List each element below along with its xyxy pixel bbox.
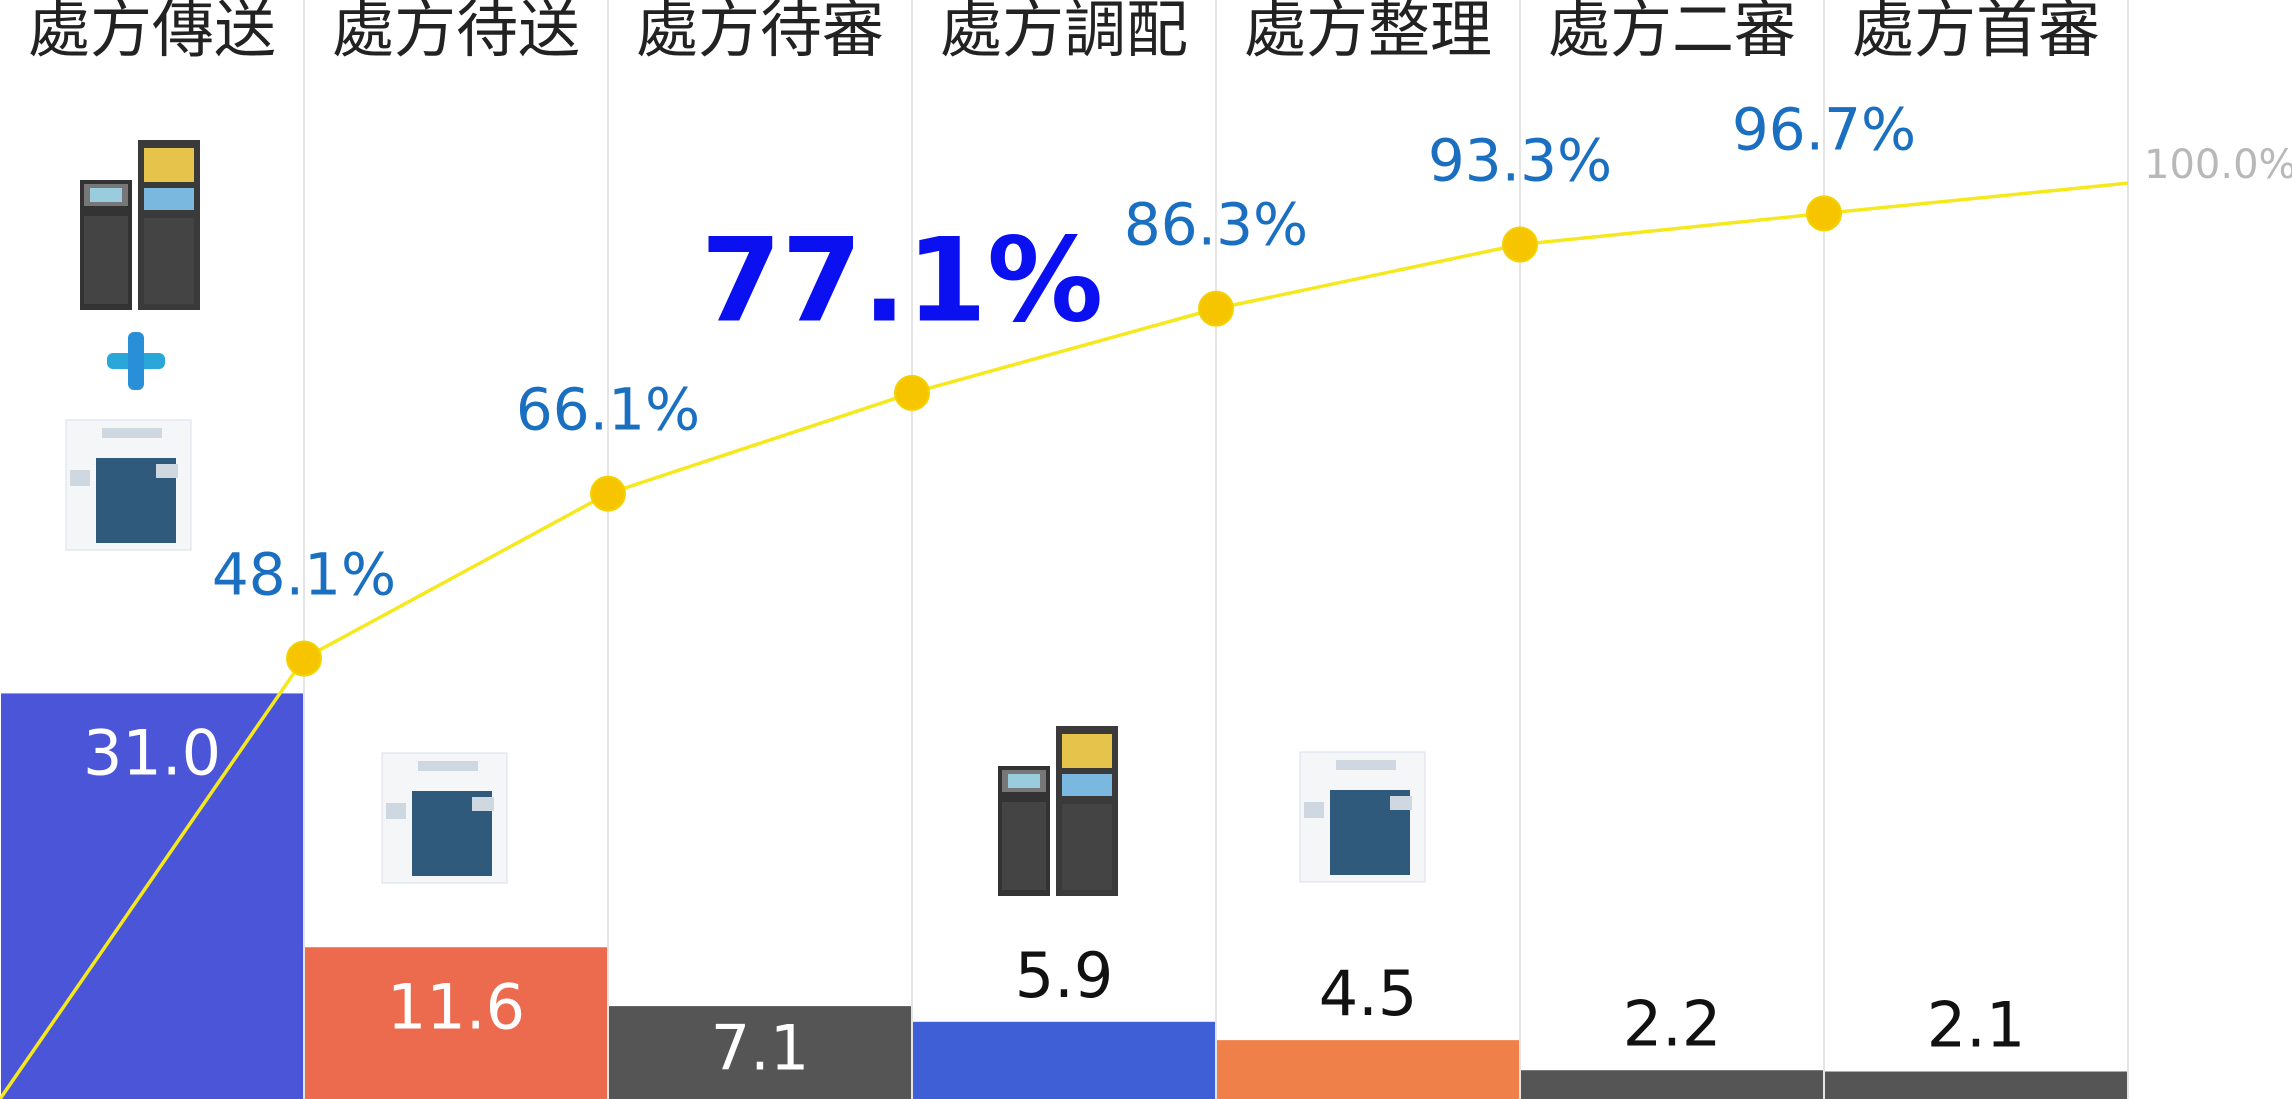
cumulative-marker	[895, 376, 929, 410]
bar-value-label: 11.6	[387, 970, 525, 1043]
cumulative-label-highlight: 77.1%	[701, 214, 1103, 349]
smart-cabinet-icon	[382, 753, 507, 883]
cumulative-label: 86.3%	[1124, 191, 1308, 259]
bar-value-label: 5.9	[1015, 939, 1114, 1012]
chart: 處方傳送 31.0 處方待送 11.6 處方待審 7.1 處方調配 5.9 處方整理 4.5 處方二…	[0, 0, 2292, 1099]
category-label: 處方傳送	[28, 0, 276, 66]
cumulative-marker	[1503, 228, 1537, 262]
cumulative-label: 48.1%	[212, 541, 396, 609]
cumulative-label: 66.1%	[516, 376, 700, 444]
bar-value-label: 2.2	[1623, 987, 1722, 1060]
page: {"chart_data": { "type": "pareto", "cate…	[0, 0, 2292, 1099]
bar-value-label: 4.5	[1319, 957, 1418, 1030]
column-dividers	[304, 0, 2128, 1099]
cumulative-label: 93.3%	[1428, 127, 1612, 195]
bar	[913, 1022, 1215, 1099]
cumulative-marker	[1199, 292, 1233, 326]
cumulative-label: 96.7%	[1732, 95, 1916, 163]
category-label: 處方待送	[332, 0, 580, 66]
bar-value-label: 31.0	[83, 717, 221, 790]
category-label: 處方待審	[636, 0, 884, 66]
category-label: 處方調配	[940, 0, 1188, 66]
smart-cabinet-icon	[1300, 752, 1425, 882]
plus-icon	[107, 332, 165, 390]
cumulative-marker	[591, 477, 625, 511]
bar	[1521, 1070, 1823, 1099]
bar	[1217, 1040, 1519, 1099]
cumulative-label: 100.0%	[2144, 142, 2292, 188]
bar-value-label: 7.1	[711, 1012, 810, 1085]
bar	[1825, 1072, 2127, 1099]
category-label: 處方二審	[1548, 0, 1796, 66]
cumulative-marker	[287, 641, 321, 675]
dispensing-machine-icon	[998, 726, 1118, 896]
cumulative-marker	[1807, 196, 1841, 230]
dispensing-machine-icon	[80, 140, 200, 310]
smart-cabinet-icon	[66, 420, 191, 550]
category-label: 處方首審	[1852, 0, 2100, 66]
category-label: 處方整理	[1244, 0, 1492, 66]
bar-value-label: 2.1	[1927, 989, 2026, 1062]
